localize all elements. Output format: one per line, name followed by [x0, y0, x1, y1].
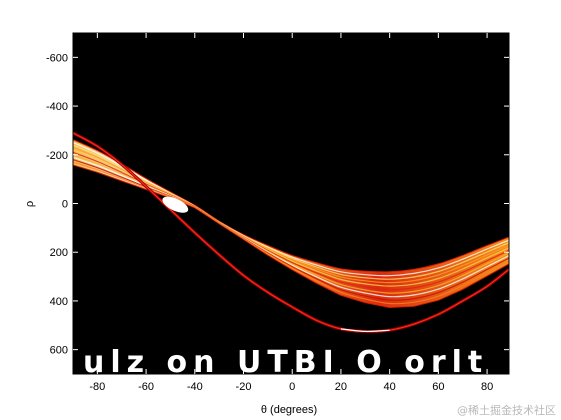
secondary-curve-core — [73, 132, 509, 332]
y-tick-label: -200 — [46, 150, 68, 162]
plot-content: ulz on UTBI O orlt — [73, 131, 509, 380]
vote-band-stripe — [73, 142, 509, 277]
secondary-curve-peak — [340, 328, 390, 333]
y-tick-label: 600 — [50, 345, 68, 357]
x-tick-label: 0 — [289, 381, 295, 393]
y-tick-label: -400 — [46, 101, 68, 113]
x-axis: -80 -60 -40 -20 0 20 40 60 80 — [89, 33, 493, 393]
y-tick-label: 200 — [50, 247, 68, 259]
x-tick-label: -60 — [138, 381, 154, 393]
x-tick-label: 40 — [384, 381, 396, 393]
x-tick-label: -40 — [187, 381, 203, 393]
x-tick-label: 60 — [432, 381, 444, 393]
vote-band-stripe — [73, 151, 509, 291]
x-tick-label: -80 — [89, 381, 105, 393]
y-axis: -600 -400 -200 0 200 400 600 — [46, 52, 509, 357]
convergence-highlight — [162, 196, 189, 213]
y-tick-label: 400 — [50, 296, 68, 308]
watermark: @稀土掘金技术社区 — [457, 403, 556, 417]
x-tick-label: 20 — [335, 381, 347, 393]
y-tick-label: -600 — [46, 52, 68, 64]
vote-band-stripe — [73, 146, 509, 284]
x-axis-label: θ (degrees) — [261, 404, 317, 416]
plot-area — [73, 33, 509, 374]
y-tick-label: 0 — [62, 199, 68, 211]
overlay-text: ulz on UTBI O orlt — [83, 345, 488, 380]
vote-band-stripe — [73, 149, 509, 287]
y-axis-label: ρ — [24, 201, 36, 207]
x-tick-label: -20 — [236, 381, 252, 393]
x-tick-label: 80 — [481, 381, 493, 393]
vote-band-stripe — [73, 144, 509, 280]
